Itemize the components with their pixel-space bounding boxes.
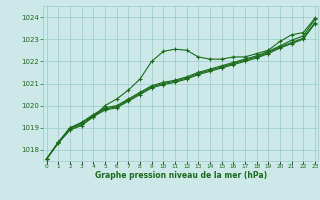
X-axis label: Graphe pression niveau de la mer (hPa): Graphe pression niveau de la mer (hPa) bbox=[95, 171, 267, 180]
